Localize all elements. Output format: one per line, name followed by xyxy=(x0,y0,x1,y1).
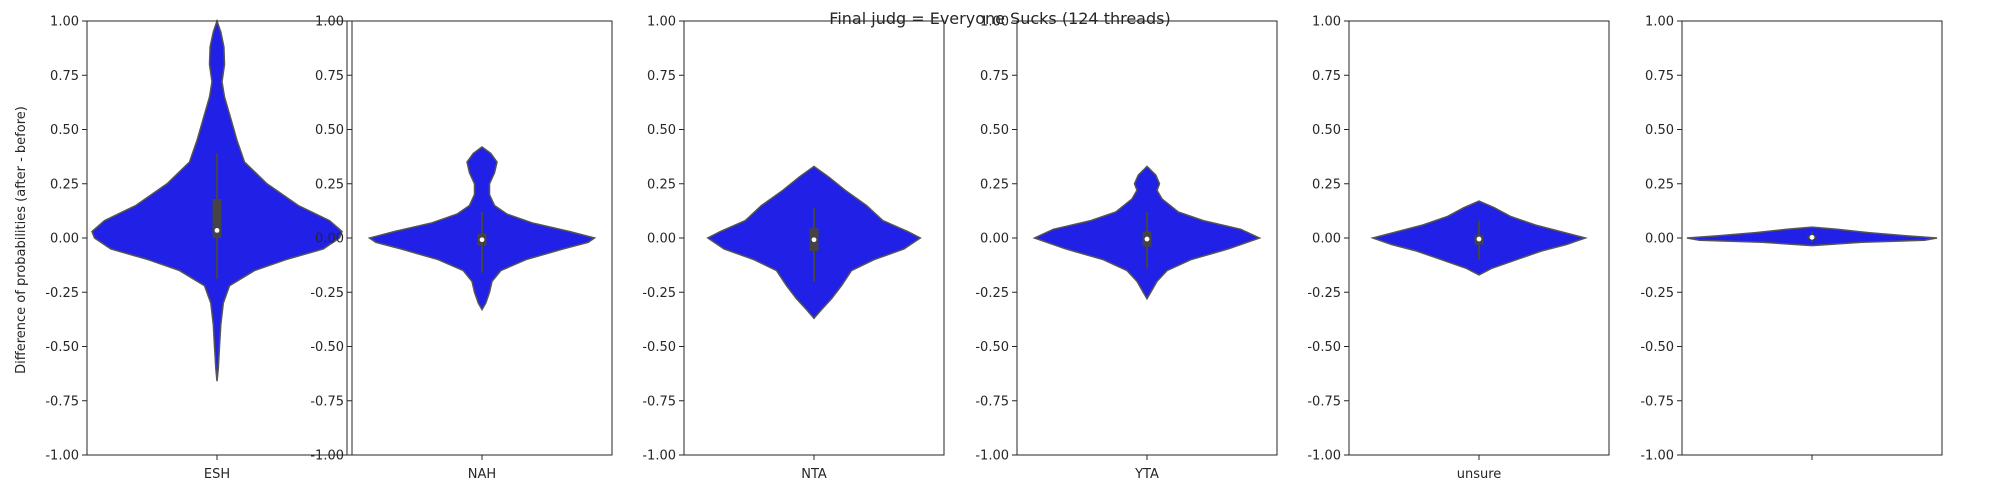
subplot-1: -1.00 -0.75 -0.50 -0.25 0.00 0.25 0.50 0.75 1.00… xyxy=(45,15,348,482)
x-tick-label: unsure xyxy=(1457,467,1502,482)
y-tick-label: -0.75 xyxy=(642,394,676,409)
y-tick-label: -0.75 xyxy=(1640,394,1674,409)
figure-suptitle: Final judg = Everyone Sucks (124 threads… xyxy=(829,9,1170,28)
y-tick-label: -0.25 xyxy=(975,286,1009,301)
y-tick-label: 0.25 xyxy=(50,177,79,192)
y-tick-label: -0.25 xyxy=(1640,286,1674,301)
x-tick-label: YTA xyxy=(1134,467,1159,482)
violin-median xyxy=(479,237,485,243)
subplot-4: -1.00 -0.75 -0.50 -0.25 0.00 0.25 0.50 0.75 1.00… xyxy=(975,15,1278,482)
y-tick-label: 1.00 xyxy=(315,15,344,30)
y-axis-label: Difference of probabilities (after - bef… xyxy=(14,106,29,374)
y-tick-label: 1.00 xyxy=(647,15,676,30)
y-tick-label: 0.25 xyxy=(315,177,344,192)
subplot-5: -1.00 -0.75 -0.50 -0.25 0.00 0.25 0.50 0.75 1.00… xyxy=(1307,15,1610,482)
y-tick-label: -0.50 xyxy=(45,340,79,355)
y-tick-label: -0.25 xyxy=(1307,286,1341,301)
violin-median xyxy=(214,228,220,233)
x-tick-label: NTA xyxy=(801,467,827,482)
y-tick-label: 0.75 xyxy=(315,69,344,84)
y-tick-label: 0.00 xyxy=(1645,232,1674,247)
y-tick-label: 0.25 xyxy=(1645,177,1674,192)
y-tick-label: -1.00 xyxy=(975,449,1009,464)
y-tick-label: 0.00 xyxy=(980,232,1009,247)
y-tick-label: 0.00 xyxy=(1312,232,1341,247)
x-tick-label: NAH xyxy=(468,467,496,482)
y-tick-label: 0.75 xyxy=(980,69,1009,84)
y-tick-label: 0.75 xyxy=(1645,69,1674,84)
y-tick-label: 0.00 xyxy=(315,232,344,247)
y-tick-label: -1.00 xyxy=(310,449,344,464)
y-tick-label: 0.50 xyxy=(50,123,79,138)
y-tick-label: 1.00 xyxy=(980,15,1009,30)
violin-median xyxy=(1476,236,1482,242)
y-tick-label: 0.25 xyxy=(647,177,676,192)
y-tick-label: 1.00 xyxy=(50,15,79,30)
y-tick-label: 0.00 xyxy=(50,232,79,247)
subplot-3: -1.00 -0.75 -0.50 -0.25 0.00 0.25 0.50 0.75 1.00… xyxy=(642,15,945,482)
y-tick-label: -1.00 xyxy=(1640,449,1674,464)
y-tick-label: -0.25 xyxy=(310,286,344,301)
y-tick-label: -1.00 xyxy=(642,449,676,464)
y-tick-label: 0.50 xyxy=(1645,123,1674,138)
subplot-2: -1.00 -0.75 -0.50 -0.25 0.00 0.25 0.50 0.75 1.00… xyxy=(310,15,613,482)
y-tick-label: 0.25 xyxy=(980,177,1009,192)
y-tick-label: 0.50 xyxy=(315,123,344,138)
y-tick-label: -0.75 xyxy=(45,394,79,409)
violin-median xyxy=(811,237,817,243)
y-tick-label: -1.00 xyxy=(45,449,79,464)
y-tick-label: -0.50 xyxy=(1307,340,1341,355)
y-tick-label: -0.75 xyxy=(975,394,1009,409)
y-tick-label: -0.50 xyxy=(642,340,676,355)
y-tick-label: 0.75 xyxy=(50,69,79,84)
y-tick-label: -0.25 xyxy=(45,286,79,301)
y-tick-label: -0.50 xyxy=(975,340,1009,355)
y-tick-label: -0.25 xyxy=(642,286,676,301)
violin-median xyxy=(1144,236,1150,242)
violin-iqr-box xyxy=(212,198,222,238)
subplot-panels: -1.00 -0.75 -0.50 -0.25 0.00 0.25 0.50 0.75 1.00… xyxy=(45,15,1943,482)
y-tick-label: 0.50 xyxy=(1312,123,1341,138)
y-tick-label: -1.00 xyxy=(1307,449,1341,464)
y-tick-label: -0.50 xyxy=(1640,340,1674,355)
y-tick-label: 0.75 xyxy=(1312,69,1341,84)
y-tick-label: 0.75 xyxy=(647,69,676,84)
subplot-6: -1.00 -0.75 -0.50 -0.25 0.00 0.25 0.50 0.75 1.00 xyxy=(1640,15,1943,464)
y-tick-label: 1.00 xyxy=(1312,15,1341,30)
y-tick-label: -0.50 xyxy=(310,340,344,355)
y-tick-label: 0.50 xyxy=(647,123,676,138)
y-tick-label: 0.50 xyxy=(980,123,1009,138)
violin-median xyxy=(1809,234,1815,240)
x-tick-label: ESH xyxy=(204,467,230,482)
y-tick-label: -0.75 xyxy=(1307,394,1341,409)
y-tick-label: 1.00 xyxy=(1645,15,1674,30)
y-tick-label: -0.75 xyxy=(310,394,344,409)
y-tick-label: 0.00 xyxy=(647,232,676,247)
y-tick-label: 0.25 xyxy=(1312,177,1341,192)
